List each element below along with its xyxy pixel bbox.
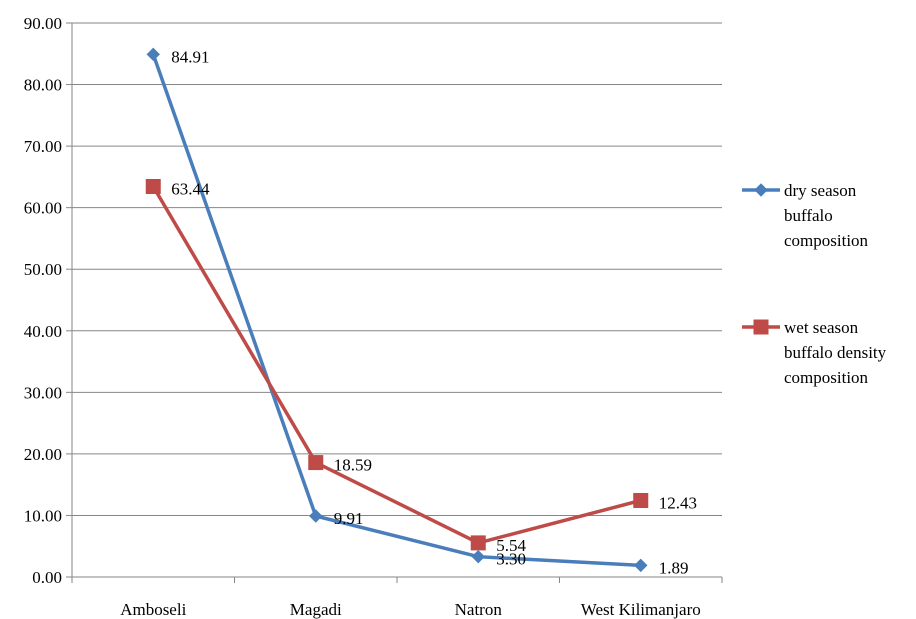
series-1-data-label: 5.54 [496,536,526,555]
y-tick-label: 20.00 [24,445,62,464]
legend-label-1: wet season [784,318,859,337]
y-tick-label: 50.00 [24,260,62,279]
y-axis-ticks: 0.00 10.00 20.00 30.00 40.00 50.00 60.00 70.00 8… [24,14,72,587]
legend-label-0: composition [784,231,869,250]
gridlines [72,22,722,516]
series-1-point [308,455,324,471]
y-tick-label: 60.00 [24,199,62,218]
x-tick-label: Magadi [290,600,342,619]
series-group [145,47,649,573]
series-0-data-label: 9.91 [334,509,364,528]
x-tick-label: Amboseli [120,600,186,619]
legend-label-1: composition [784,368,869,387]
series-1-data-label: 18.59 [334,456,372,475]
data-labels: 84.91 9.91 3.30 1.89 63.44 18.59 5.54 12.43 [171,47,697,577]
x-tick-label: West Kilimanjaro [581,600,701,619]
series-0-point [634,558,648,573]
series-1-point [145,178,161,194]
series-0-data-label: 3.30 [496,550,526,569]
series-0-point [471,549,485,564]
legend-swatch-marker-1 [753,319,769,335]
y-tick-label: 0.00 [32,568,62,587]
y-tick-label: 70.00 [24,137,62,156]
series-1-data-label: 63.44 [171,179,210,198]
series-line-1 [151,185,642,545]
y-tick-label: 10.00 [24,506,62,525]
series-0-data-label: 1.89 [659,558,689,577]
axes [71,23,722,578]
legend-label-0: buffalo [784,206,833,225]
series-1-point [470,535,486,551]
legend: dry season buffalo composition wet season bu… [742,181,887,387]
legend-label-0: dry season [784,181,857,200]
legend-label-1: buffalo density [784,343,887,362]
series-1-data-label: 12.43 [659,493,697,512]
series-1-point [633,492,649,508]
y-tick-label: 80.00 [24,76,62,95]
y-tick-label: 90.00 [24,14,62,33]
y-tick-label: 40.00 [24,322,62,341]
legend-swatch-marker-0 [754,183,768,197]
y-tick-label: 30.00 [24,383,62,402]
series-0-data-label: 84.91 [171,47,209,66]
x-tick-label: Natron [455,600,503,619]
series-0-point [146,47,160,62]
series-0-point [309,509,323,523]
series-line-0 [151,53,641,568]
x-axis-ticks: Amboseli Magadi Natron West Kilimanjaro [71,577,723,619]
